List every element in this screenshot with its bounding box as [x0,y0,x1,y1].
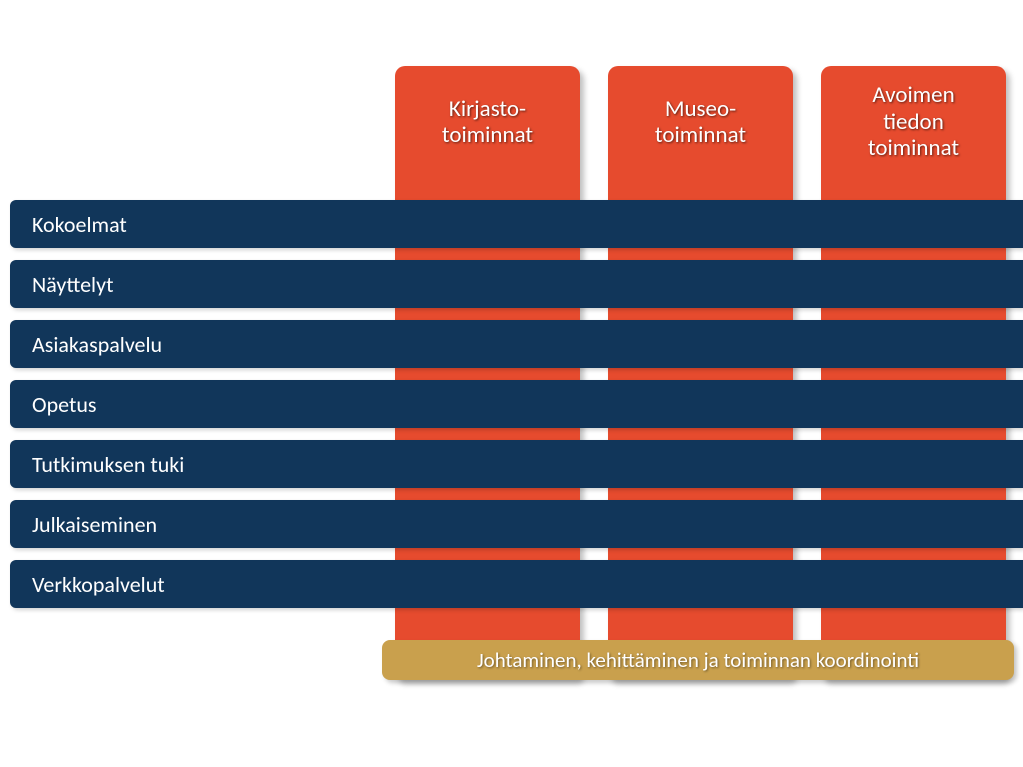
matrix-diagram: Kirjasto- toiminnat Museo- toiminnat Avo… [0,0,1023,767]
bottom-coordination-bar: Johtaminen, kehittäminen ja toiminnan ko… [382,640,1014,680]
row-label: Kokoelmat [32,211,127,238]
row-nayttelyt: Näyttelyt [10,260,1023,308]
row-verkkopalvelut: Verkkopalvelut [10,560,1023,608]
row-opetus: Opetus [10,380,1023,428]
column-label-line1: Kirjasto- [449,96,526,122]
column-label-line2: toiminnat [442,122,533,148]
column-label-line3: toiminnat [868,135,959,161]
row-label: Opetus [32,391,97,418]
row-label: Näyttelyt [32,271,114,298]
column-label-line2: tiedon [883,109,944,135]
row-kokoelmat: Kokoelmat [10,200,1023,248]
row-label: Verkkopalvelut [32,571,165,598]
bottom-label: Johtaminen, kehittäminen ja toiminnan ko… [477,647,919,673]
row-label: Asiakaspalvelu [32,331,162,358]
column-label-line1: Avoimen [872,82,954,108]
row-tutkimuksen-tuki: Tutkimuksen tuki [10,440,1023,488]
column-label-line1: Museo- [665,96,736,122]
row-label: Tutkimuksen tuki [32,451,184,478]
row-label: Julkaiseminen [32,511,157,538]
column-label-line2: toiminnat [655,122,746,148]
row-julkaiseminen: Julkaiseminen [10,500,1023,548]
row-asiakaspalvelu: Asiakaspalvelu [10,320,1023,368]
